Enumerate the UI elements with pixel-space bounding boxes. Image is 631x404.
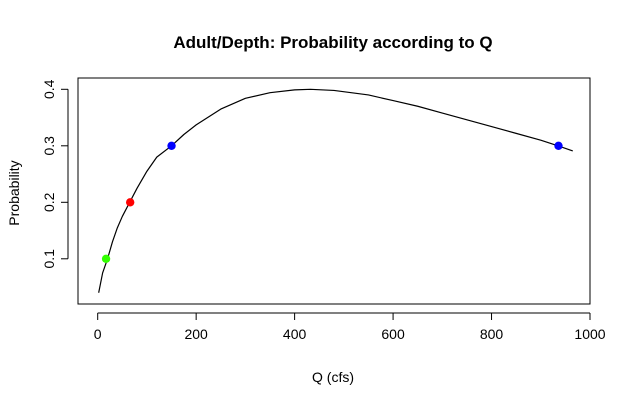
y-tick-label: 0.4 — [41, 79, 57, 99]
y-tick-label: 0.1 — [41, 249, 57, 269]
y-tick-label: 0.2 — [41, 192, 57, 212]
data-point — [125, 198, 135, 207]
x-tick-label: 800 — [480, 326, 504, 342]
data-point — [554, 141, 563, 150]
x-axis-label: Q (cfs) — [312, 369, 354, 385]
points-layer — [101, 141, 563, 263]
x-tick-label: 400 — [283, 326, 307, 342]
x-tick-label: 1000 — [574, 326, 605, 342]
y-axis-label: Probability — [6, 160, 22, 225]
y-axis: 0.1 0.2 0.3 0.4 — [41, 79, 69, 269]
data-point — [101, 254, 111, 263]
x-axis: 0 200 400 600 800 1000 — [94, 312, 606, 342]
series-line — [98, 88, 573, 293]
chart-title: Adult/Depth: Probability according to Q — [173, 33, 492, 52]
x-tick-label: 600 — [381, 326, 405, 342]
series-layer — [98, 88, 573, 293]
x-tick-label: 0 — [94, 326, 102, 342]
plot-frame — [77, 77, 591, 305]
x-tick-label: 200 — [184, 326, 208, 342]
y-tick-label: 0.3 — [41, 136, 57, 156]
data-point — [167, 141, 176, 150]
